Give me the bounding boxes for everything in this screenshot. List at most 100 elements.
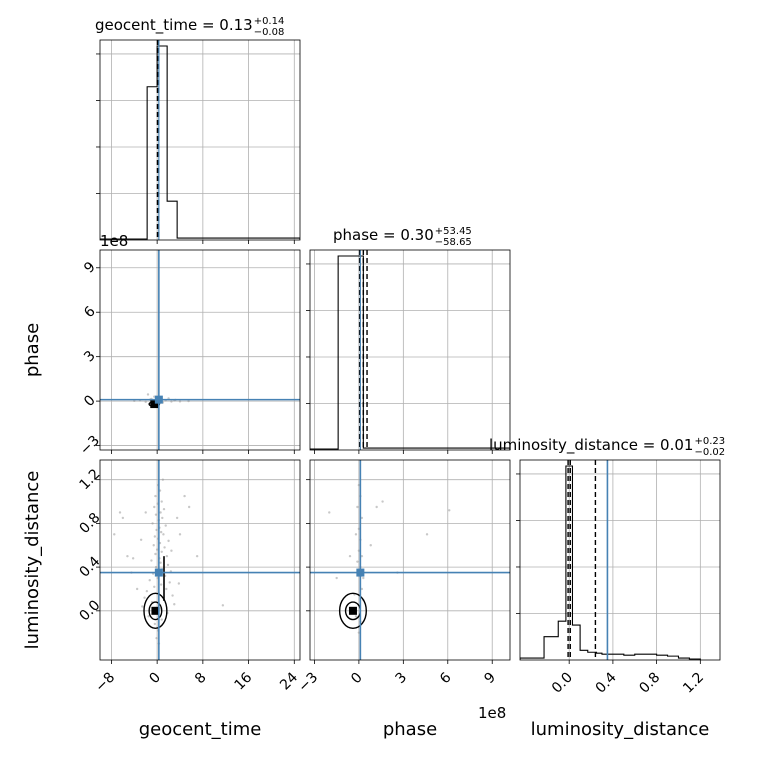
hist-frame-luminosity_distance: [519, 459, 721, 661]
scatter-point: [159, 583, 163, 586]
y-tick-label: 3: [81, 348, 99, 366]
scatter-point: [357, 527, 361, 531]
scatter-point: [177, 582, 181, 585]
y-tick-label: 9: [81, 259, 99, 277]
scatter-point: [144, 511, 147, 514]
x-tick-label: −3: [295, 670, 321, 696]
scatter-point: [335, 576, 338, 580]
y-tick-label: 0: [81, 392, 99, 410]
title-minus-phase: −58.65: [435, 237, 472, 248]
panel-geocent_time_vs_luminosity_distance: [96, 460, 300, 664]
scatter-point: [357, 483, 361, 487]
panel-phase_vs_luminosity_distance: [306, 460, 510, 664]
hist-frame-phase: [309, 249, 511, 451]
phase-x-offset: 1e8: [478, 704, 506, 722]
scatter-point: [178, 533, 182, 536]
scatter-point: [154, 513, 158, 516]
contour-outer: [338, 592, 367, 630]
scatter-point: [155, 548, 159, 551]
x-tick-label: 6: [437, 669, 455, 687]
scatter-point: [153, 505, 156, 509]
scatter-point: [425, 533, 429, 536]
scatter-point: [161, 478, 165, 481]
phase-y-offset: 1e8: [100, 232, 128, 250]
scatter-point: [170, 549, 173, 552]
scatter-point: [159, 530, 163, 534]
scatter-point: [369, 544, 372, 547]
scatter-point: [163, 546, 166, 549]
scatter-point: [187, 505, 191, 509]
scatter-point: [187, 399, 190, 403]
scatter-point: [143, 596, 146, 599]
x-tick-label: 16: [231, 669, 255, 693]
y-tick-label: 0.0: [76, 597, 103, 624]
scatter-point: [183, 494, 186, 498]
scatter-point: [381, 500, 384, 503]
truth-marker: [154, 395, 163, 404]
y-tick-label: 0.8: [76, 510, 103, 537]
scatter-point: [175, 516, 179, 520]
x-tick-label: 9: [481, 670, 499, 688]
scatter-point: [171, 594, 174, 597]
scatter-point: [166, 563, 170, 567]
scatter-point: [154, 552, 157, 556]
y-tick-label: −3: [77, 433, 103, 459]
contour-outer: [143, 592, 168, 630]
hist-panel-phase: [306, 250, 510, 454]
scatter-point: [159, 511, 162, 514]
title-plus-phase: +53.45: [435, 226, 472, 237]
scatter-point: [135, 587, 139, 591]
scatter-point: [141, 605, 144, 608]
x-tick-label: 0.0: [549, 670, 576, 697]
scatter-point: [357, 631, 361, 634]
hist-panel-luminosity_distance: [516, 460, 720, 664]
scatter-point: [155, 636, 158, 640]
y-axis-label-phase: phase: [22, 323, 43, 377]
x-tick-label: −8: [92, 670, 118, 696]
y-tick-label: 0.4: [76, 554, 103, 581]
y-tick-label: 1.2: [76, 466, 103, 493]
x-tick-label: 1.2: [680, 670, 707, 697]
scatter-point: [164, 524, 167, 527]
title-minus-luminosity_distance: −0.02: [694, 447, 725, 458]
scatter-point: [151, 522, 154, 525]
scatter-point: [356, 560, 359, 563]
title-geocent_time: geocent_time = 0.13: [95, 16, 253, 35]
scatter-point: [160, 550, 163, 554]
scatter-point: [139, 538, 143, 541]
frame-phase_vs_luminosity_distance: [309, 459, 511, 661]
scatter-point: [159, 561, 162, 564]
x-tick-label: 3: [393, 670, 411, 688]
scatter-point: [161, 516, 164, 520]
scatter-point: [360, 554, 364, 558]
contour-inner: [148, 601, 163, 621]
scatter-point: [356, 505, 359, 509]
contour-peak: [150, 400, 159, 409]
y-axis-label-luminosity_distance: luminosity_distance: [22, 471, 43, 650]
scatter-point: [153, 585, 156, 588]
histogram-geocent_time: [100, 45, 300, 240]
x-tick-label: 0: [146, 670, 164, 688]
title-plus-geocent_time: +0.14: [254, 16, 285, 27]
x-axis-label-luminosity_distance: luminosity_distance: [531, 719, 710, 740]
scatter-point: [162, 533, 165, 536]
x-tick-label: 0: [348, 670, 366, 688]
scatter-point: [162, 507, 166, 511]
scatter-point: [168, 581, 171, 584]
scatter-point: [153, 622, 157, 626]
title-phase: phase = 0.30: [333, 226, 434, 244]
scatter-point: [131, 557, 135, 560]
scatter-point: [121, 516, 125, 520]
contour-peak: [151, 606, 160, 615]
scatter-point: [147, 615, 150, 618]
scatter-point: [150, 559, 153, 562]
x-axis-label-phase: phase: [383, 719, 437, 740]
scatter-point: [167, 539, 170, 543]
hist-frame-geocent_time: [99, 39, 301, 241]
x-tick-label: 8: [192, 670, 210, 688]
scatter-point: [113, 533, 116, 536]
scatter-point: [146, 393, 150, 396]
scatter-point: [375, 505, 378, 509]
scatter-point: [154, 565, 158, 569]
